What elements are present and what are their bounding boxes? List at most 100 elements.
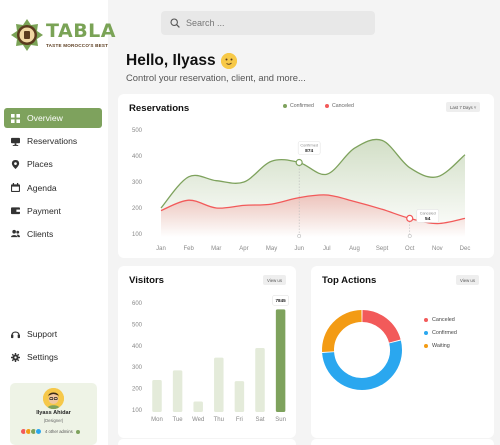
profile-card[interactable]: Ilyass Ahidar (Designer) 4 other admins <box>10 383 97 445</box>
legend-item-canceled: Canceled <box>424 317 457 323</box>
sidebar-item-label: Payment <box>27 205 61 216</box>
y-tick-label: 600 <box>132 301 143 307</box>
sidebar-item-reservations[interactable]: Reservations <box>4 131 102 151</box>
visitors-title: Visitors <box>129 275 165 286</box>
tooltip-box <box>416 209 440 223</box>
legend-dot <box>424 344 428 348</box>
legend-canceled: Canceled <box>325 103 354 109</box>
highlight-point <box>406 214 414 223</box>
pin-icon <box>11 159 20 169</box>
tooltip-value: 7845 <box>275 298 286 303</box>
legend-confirmed: Confirmed <box>283 103 314 109</box>
y-tick-label: 400 <box>132 154 143 160</box>
bar <box>214 357 224 412</box>
range-label: Last 7 Days <box>450 104 473 110</box>
legend-item-confirmed: Confirmed <box>424 330 457 336</box>
donut-slice <box>362 310 401 344</box>
wallet-icon <box>11 206 20 215</box>
reservations-line-chart: 500 400 300 200 100 Jan Feb Mar Apr May Jun Jul Aug S… <box>132 128 471 252</box>
legend-dot <box>424 331 428 335</box>
hover-guide-dot <box>407 234 412 238</box>
x-tick-label: Jul <box>323 246 331 252</box>
sidebar-item-places[interactable]: Places <box>4 154 102 174</box>
card-placeholder <box>118 439 296 445</box>
brand-logo[interactable]: TABLA TASTE MOROCCO'S BEST <box>10 18 115 54</box>
x-tick-label: Feb <box>183 246 194 252</box>
admins-count: 4 other admins <box>45 429 73 434</box>
tooltip-box <box>297 141 321 155</box>
top-actions-title: Top Actions <box>322 275 377 286</box>
highlight-point <box>295 158 303 167</box>
top-actions-donut-chart <box>322 310 402 390</box>
tooltip-value: 874 <box>305 148 313 154</box>
donut-slice <box>322 310 362 352</box>
legend-label: Waiting <box>432 343 450 349</box>
online-status-icon <box>75 429 80 434</box>
avatar-face-icon <box>43 388 64 409</box>
brand-name: TABLA <box>46 20 116 42</box>
sidebar-bottom-nav: Support Settings <box>4 324 102 370</box>
sidebar-item-clients[interactable]: Clients <box>4 224 102 244</box>
x-tick-label: Sept <box>376 246 389 252</box>
series-line <box>160 138 466 209</box>
x-tick-label: Jun <box>294 246 304 252</box>
sidebar-item-label: Agenda <box>27 182 57 193</box>
visitors-view-button[interactable]: View us <box>263 275 286 285</box>
donut-slice <box>322 340 402 390</box>
tooltip-label: Confirmed <box>300 144 318 148</box>
sidebar-item-overview[interactable]: Overview <box>4 108 102 128</box>
top-actions-card: Top Actions View us Canceled Confirmed W… <box>311 266 494 438</box>
brand-tagline: TASTE MOROCCO'S BEST <box>46 43 109 48</box>
series-area <box>161 194 465 237</box>
x-tick-label: Dec <box>460 246 471 252</box>
greeting-text: Hello, Ilyass <box>126 52 216 69</box>
search-bar[interactable] <box>161 11 375 35</box>
bar <box>234 381 245 412</box>
visitors-bar-chart: 600 500 400 300 200 100 Mon Tue Wed Thu Fri Sat Sun 7… <box>132 295 289 423</box>
avatar <box>43 388 64 409</box>
x-tick-label: Mar <box>211 246 221 252</box>
admins-row: 4 other admins <box>20 428 80 435</box>
sidebar-item-agenda[interactable]: Agenda <box>4 178 102 198</box>
sidebar-item-label: Places <box>27 159 53 170</box>
bar <box>172 370 183 412</box>
donut-legend: Canceled Confirmed Waiting <box>424 317 457 356</box>
hover-guide-dot <box>297 234 302 238</box>
tabla-emblem-icon <box>11 19 43 51</box>
x-tick-label: Sat <box>255 417 264 423</box>
y-tick-label: 400 <box>132 344 143 350</box>
sidebar-item-payment[interactable]: Payment <box>4 201 102 221</box>
search-input[interactable] <box>186 18 366 28</box>
y-tick-label: 500 <box>132 322 143 328</box>
range-dropdown[interactable]: Last 7 Days ˅ <box>446 102 481 112</box>
sidebar-item-settings[interactable]: Settings <box>4 347 102 367</box>
chevron-down-icon: ˅ <box>473 104 477 110</box>
x-tick-label: Nov <box>432 246 443 252</box>
page-title: Hello, Ilyass <box>126 52 237 70</box>
profile-name: Ilyass Ahidar <box>36 410 71 416</box>
sidebar: TABLA TASTE MOROCCO'S BEST Overview Rese… <box>0 0 115 445</box>
tooltip-value: 54 <box>425 216 431 222</box>
y-tick-label: 200 <box>132 206 143 212</box>
calendar-icon <box>11 183 20 193</box>
bar <box>152 380 162 412</box>
card-placeholder <box>311 439 494 445</box>
sidebar-item-label: Support <box>27 329 58 339</box>
top-actions-view-button[interactable]: View us <box>456 275 479 285</box>
sidebar-item-support[interactable]: Support <box>4 324 102 344</box>
legend-label: Canceled <box>432 317 455 323</box>
sidebar-item-label: Overview <box>27 113 63 123</box>
x-tick-label: Thu <box>214 417 224 423</box>
monitor-icon <box>11 137 20 146</box>
x-tick-label: Aug <box>349 246 360 252</box>
sidebar-item-label: Settings <box>27 352 59 363</box>
users-icon <box>11 229 20 238</box>
y-tick-label: 300 <box>132 365 143 371</box>
x-tick-label: Oct <box>405 246 415 252</box>
smiley-icon <box>220 53 237 69</box>
grid-icon <box>11 113 20 123</box>
bar <box>193 401 203 412</box>
profile-role: (Designer) <box>43 418 64 423</box>
reservations-card: Reservations Confirmed Canceled Last 7 D… <box>118 94 494 258</box>
sidebar-item-label: Reservations <box>27 136 78 147</box>
